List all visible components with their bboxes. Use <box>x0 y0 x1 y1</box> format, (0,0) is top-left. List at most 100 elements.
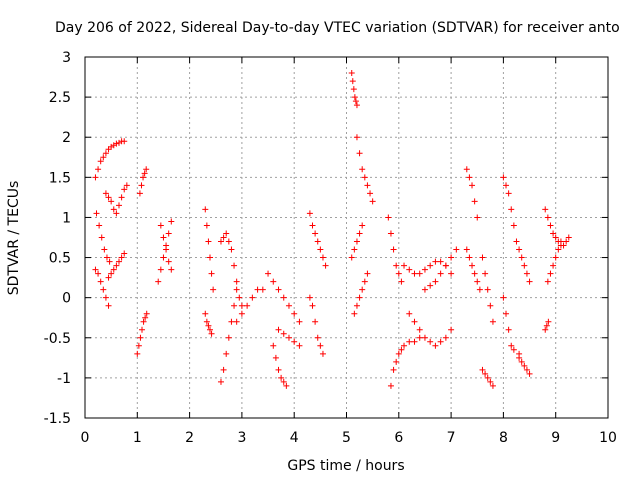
data-point <box>319 350 326 357</box>
data-point <box>356 294 363 301</box>
data-point <box>139 326 146 333</box>
x-tick-label: 2 <box>185 430 194 446</box>
series-arc-a2 <box>92 138 128 181</box>
x-tick-label: 8 <box>499 430 508 446</box>
data-point <box>385 214 392 221</box>
data-point <box>249 294 256 301</box>
data-point <box>220 366 227 373</box>
data-point <box>348 254 355 261</box>
data-point <box>280 294 287 301</box>
data-point <box>353 134 360 141</box>
data-point <box>205 322 212 329</box>
data-point <box>503 310 510 317</box>
data-point <box>361 278 368 285</box>
data-point <box>208 330 215 337</box>
data-point <box>353 302 360 309</box>
data-point <box>236 294 243 301</box>
data-point <box>552 254 559 261</box>
data-point <box>113 140 120 147</box>
data-point <box>437 270 444 277</box>
data-point <box>168 218 175 225</box>
data-point <box>359 166 366 173</box>
data-point <box>544 278 551 285</box>
data-point <box>115 202 122 209</box>
series-arc-e1 <box>348 70 360 109</box>
data-point <box>233 286 240 293</box>
data-point <box>233 318 240 325</box>
series-arc-e4 <box>351 270 371 317</box>
data-point <box>545 318 552 325</box>
series-arc-i3 <box>542 318 552 333</box>
data-point <box>479 254 486 261</box>
x-tick-label: 6 <box>394 430 403 446</box>
y-tick-label: 1.5 <box>49 170 71 186</box>
data-point <box>285 302 292 309</box>
data-point <box>489 382 496 389</box>
y-tick-label: -1.5 <box>44 411 71 427</box>
data-point <box>163 246 170 253</box>
data-point <box>95 270 102 277</box>
data-point <box>105 274 112 281</box>
data-point <box>121 250 128 257</box>
data-point <box>411 338 418 345</box>
data-point <box>113 210 120 217</box>
data-point <box>97 158 104 165</box>
data-point <box>135 342 142 349</box>
series-arc-a1 <box>92 266 112 309</box>
data-point <box>526 278 533 285</box>
y-tick-labels: -1.5 -1 -0.5 0 0.5 1 1.5 2 2.5 3 <box>44 50 71 427</box>
y-tick-label: 3 <box>62 50 71 66</box>
data-point <box>351 310 358 317</box>
series-arc-c1 <box>202 206 217 293</box>
series-arc-d2 <box>270 342 290 389</box>
data-point <box>157 266 164 273</box>
data-point <box>411 318 418 325</box>
data-point <box>314 238 321 245</box>
data-point <box>421 266 428 273</box>
data-point <box>134 350 141 357</box>
data-point <box>168 266 175 273</box>
data-point <box>482 370 489 377</box>
data-point <box>278 374 285 381</box>
data-point <box>474 214 481 221</box>
data-point <box>521 362 528 369</box>
data-point <box>416 270 423 277</box>
data-point <box>508 206 515 213</box>
data-point <box>471 198 478 205</box>
x-tick-label: 3 <box>237 430 246 446</box>
data-point <box>102 150 109 157</box>
x-tick-label: 7 <box>447 430 456 446</box>
data-point <box>238 302 245 309</box>
data-point <box>387 230 394 237</box>
data-point <box>291 310 298 317</box>
series-arc-h3 <box>516 246 533 285</box>
series-arc-i1 <box>542 206 572 249</box>
series-arc-f1 <box>385 214 405 285</box>
data-point <box>427 282 434 289</box>
data-point <box>105 302 112 309</box>
data-point <box>395 350 402 357</box>
data-point <box>231 262 238 269</box>
data-point <box>505 190 512 197</box>
data-point <box>476 286 483 293</box>
data-point <box>285 334 292 341</box>
series-arc-e3 <box>348 222 366 261</box>
data-point <box>432 278 439 285</box>
data-point <box>205 238 212 245</box>
y-tick-label: 2.5 <box>49 90 71 106</box>
data-point <box>411 270 418 277</box>
data-point <box>390 366 397 373</box>
data-point <box>206 326 213 333</box>
data-point <box>100 286 107 293</box>
data-point <box>453 246 460 253</box>
data-point <box>92 174 99 181</box>
data-point <box>398 346 405 353</box>
series-arc-e2 <box>353 134 376 205</box>
data-point <box>427 338 434 345</box>
data-point <box>547 222 554 229</box>
data-point <box>359 286 366 293</box>
data-point <box>552 234 559 241</box>
data-point <box>364 270 371 277</box>
data-point <box>448 270 455 277</box>
data-point <box>141 170 148 177</box>
